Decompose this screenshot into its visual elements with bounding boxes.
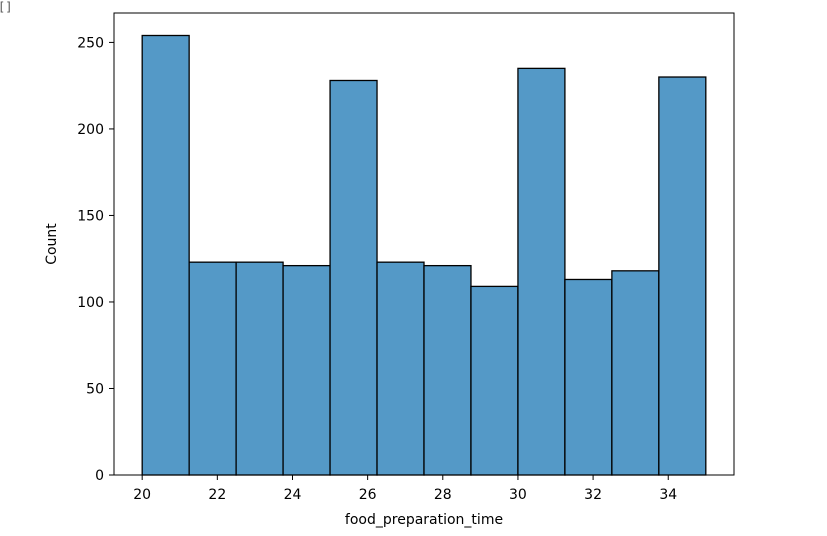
y-axis-ticks: 0 50 100 150 200 250 [77,35,114,484]
cell-marker-icon: [] [0,0,13,14]
y-tick-label: 0 [95,468,104,484]
histogram-bar [611,270,660,476]
histogram-bar [423,264,472,476]
x-tick-label: 22 [208,487,226,503]
histogram-bar [235,261,284,476]
y-tick-label: 150 [77,208,104,224]
x-tick-label: 26 [359,487,377,503]
histogram-bar [658,76,707,476]
x-tick-label: 20 [133,487,151,503]
histogram-bar [329,79,378,476]
x-axis-label: food_preparation_time [345,512,503,528]
histogram-bar [188,261,237,476]
bars-group [141,34,707,476]
y-axis-label: Count [44,223,60,265]
y-tick-label: 50 [86,381,104,397]
y-tick-label: 100 [77,295,104,311]
histogram-bar [141,34,190,476]
histogram-bar [282,264,331,476]
histogram-bar [470,285,519,476]
histogram-bar [517,67,566,476]
y-tick-label: 200 [77,122,104,138]
histogram-bar [376,261,425,476]
y-tick-label: 250 [77,35,104,51]
x-axis-ticks: 20 22 24 26 28 30 32 34 [133,475,677,503]
plot-frame [113,12,735,476]
x-tick-label: 30 [509,487,527,503]
x-tick-label: 32 [584,487,602,503]
x-tick-label: 24 [284,487,302,503]
x-tick-label: 28 [434,487,452,503]
x-tick-label: 34 [659,487,677,503]
histogram-bar [564,278,613,476]
